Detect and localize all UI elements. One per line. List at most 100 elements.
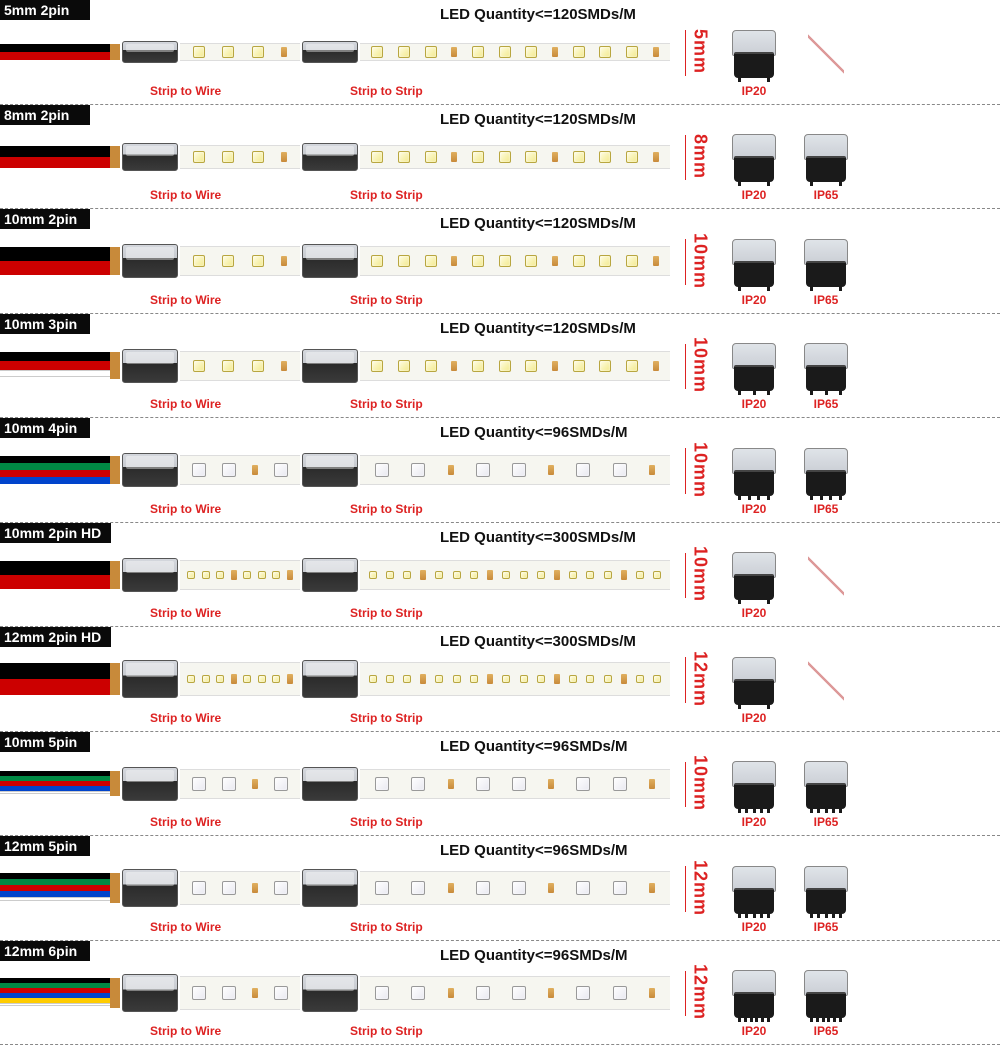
size-header: 12mm 6pin: [0, 941, 90, 961]
connector-variant: IP20: [728, 235, 780, 307]
led-quantity-label: LED Quantity<=96SMDs/M: [440, 424, 628, 441]
strip-to-strip-label: Strip to Strip: [350, 1024, 423, 1038]
strip-diagram: LED Quantity<=120SMDs/MStrip to WireStri…: [0, 0, 680, 104]
connector-variant: IP65: [800, 235, 852, 307]
led-strip-segment: [180, 351, 300, 381]
spec-row: 5mm 2pinLED Quantity<=120SMDs/MStrip to …: [0, 0, 1000, 105]
strip-to-wire-label: Strip to Wire: [150, 815, 221, 829]
connector-variant: IP20: [728, 757, 780, 829]
connector-variants-cell: IP20IP65: [720, 314, 860, 418]
led-strip-segment: [180, 455, 300, 485]
spec-row: 12mm 6pinLED Quantity<=96SMDs/MStrip to …: [0, 941, 1000, 1045]
strip-connector: [300, 347, 360, 385]
wire-bundle: [0, 145, 120, 169]
led-strip-segment: [180, 246, 300, 276]
wire-bundle: [0, 560, 120, 590]
not-available: [800, 26, 852, 98]
connector-variant: IP20: [728, 339, 780, 411]
led-strip-segment: [360, 246, 670, 276]
size-header: 10mm 5pin: [0, 732, 90, 752]
connector-icon: [728, 444, 780, 500]
strip-to-wire-label: Strip to Wire: [150, 920, 221, 934]
strip-to-strip-label: Strip to Strip: [350, 293, 423, 307]
led-strip-segment: [180, 145, 300, 169]
led-strip-segment: [180, 769, 300, 799]
connector-variant: IP20: [728, 130, 780, 202]
led-strip-segment: [360, 560, 670, 590]
ip-rating-label: IP65: [814, 293, 839, 307]
spec-row: 12mm 5pinLED Quantity<=96SMDs/MStrip to …: [0, 836, 1000, 941]
led-strip-segment: [360, 145, 670, 169]
connector-variants-cell: IP20 IP65: [720, 941, 860, 1045]
strip-diagram: LED Quantity<=120SMDs/MStrip to WireStri…: [0, 209, 680, 313]
strip-connector: [300, 765, 360, 803]
width-value: 10mm: [690, 337, 711, 393]
connector-icon: [728, 653, 780, 709]
width-value: 12mm: [690, 651, 711, 707]
spec-row: 10mm 2pinLED Quantity<=120SMDs/MStrip to…: [0, 209, 1000, 314]
strip-diagram: LED Quantity<=120SMDs/M Strip to Wire Stri…: [0, 105, 680, 209]
strip-connector: [120, 141, 180, 173]
wire-bundle: [0, 43, 120, 61]
strip-to-strip-label: Strip to Strip: [350, 920, 423, 934]
led-strip-segment: [180, 871, 300, 905]
strip-to-strip-label: Strip to Strip: [350, 188, 423, 202]
strip-to-wire-label: Strip to Wire: [150, 502, 221, 516]
slash-icon: [800, 548, 852, 604]
ip-rating-label: IP20: [742, 502, 767, 516]
width-value: 10mm: [690, 755, 711, 811]
wire-bundle: [0, 662, 120, 696]
connector-variants-cell: IP20IP65: [720, 418, 860, 522]
connector-variant: IP65: [800, 862, 852, 934]
wire-bundle: [0, 976, 120, 1010]
led-quantity-label: LED Quantity<=96SMDs/M: [440, 738, 628, 755]
strip-to-wire-label: Strip to Wire: [150, 606, 221, 620]
led-strip-segment: [360, 455, 670, 485]
width-dimension: 10mm: [680, 314, 720, 418]
strip-connector: [120, 556, 180, 594]
connector-variants-cell: IP20IP65: [720, 732, 860, 836]
connector-icon: [728, 757, 780, 813]
led-quantity-label: LED Quantity<=120SMDs/M: [440, 215, 636, 232]
led-quantity-label: LED Quantity<=120SMDs/M: [440, 111, 636, 128]
strip-to-strip-label: Strip to Strip: [350, 711, 423, 725]
connector-variant: IP20: [728, 966, 780, 1038]
size-header: 10mm 3pin: [0, 314, 90, 334]
ip-rating-label: IP20: [742, 606, 767, 620]
led-quantity-label: LED Quantity<=300SMDs/M: [440, 633, 636, 650]
strip-connector: [300, 867, 360, 909]
connector-variants-cell: IP20IP65: [720, 105, 860, 209]
ip-rating-label: IP20: [742, 397, 767, 411]
spec-row: 8mm 2pinLED Quantity<=120SMDs/MStrip to …: [0, 105, 1000, 210]
strip-connector: [120, 347, 180, 385]
strip-connector: [300, 141, 360, 173]
strip-diagram: LED Quantity<=120SMDs/MStrip to WireStri…: [0, 314, 680, 418]
size-header: 5mm 2pin: [0, 0, 90, 20]
width-dimension: 8mm: [680, 105, 720, 209]
led-strip-segment: [360, 351, 670, 381]
strip-to-strip-label: Strip to Strip: [350, 502, 423, 516]
strip-to-wire-label: Strip to Wire: [150, 188, 221, 202]
connector-variant: IP20: [728, 444, 780, 516]
strip-diagram: LED Quantity<=96SMDs/MStrip to WireStrip…: [0, 732, 680, 836]
connector-icon: [800, 130, 852, 186]
connector-icon: [800, 444, 852, 500]
connector-variants-cell: IP20IP65: [720, 836, 860, 940]
strip-connector: [300, 658, 360, 700]
ip-rating-label: IP20: [742, 84, 767, 98]
led-strip-segment: [360, 769, 670, 799]
size-header: 10mm 2pin HD: [0, 523, 111, 543]
spec-row: 10mm 4pinLED Quantity<=96SMDs/MStrip to …: [0, 418, 1000, 523]
width-dimension: 12mm: [680, 941, 720, 1045]
width-dimension: 12mm: [680, 836, 720, 940]
width-dimension: 10mm: [680, 523, 720, 627]
ip-rating-label: IP65: [814, 1024, 839, 1038]
wire-bundle: [0, 769, 120, 799]
connector-icon: [728, 966, 780, 1022]
strip-connector: [120, 242, 180, 280]
spec-row: 10mm 2pin HDLED Quantity<=300SMDs/MStrip…: [0, 523, 1000, 628]
connector-icon: [728, 130, 780, 186]
connector-variant: IP65: [800, 966, 852, 1038]
wire-bundle: [0, 351, 120, 381]
connector-variant: IP20: [728, 548, 780, 620]
